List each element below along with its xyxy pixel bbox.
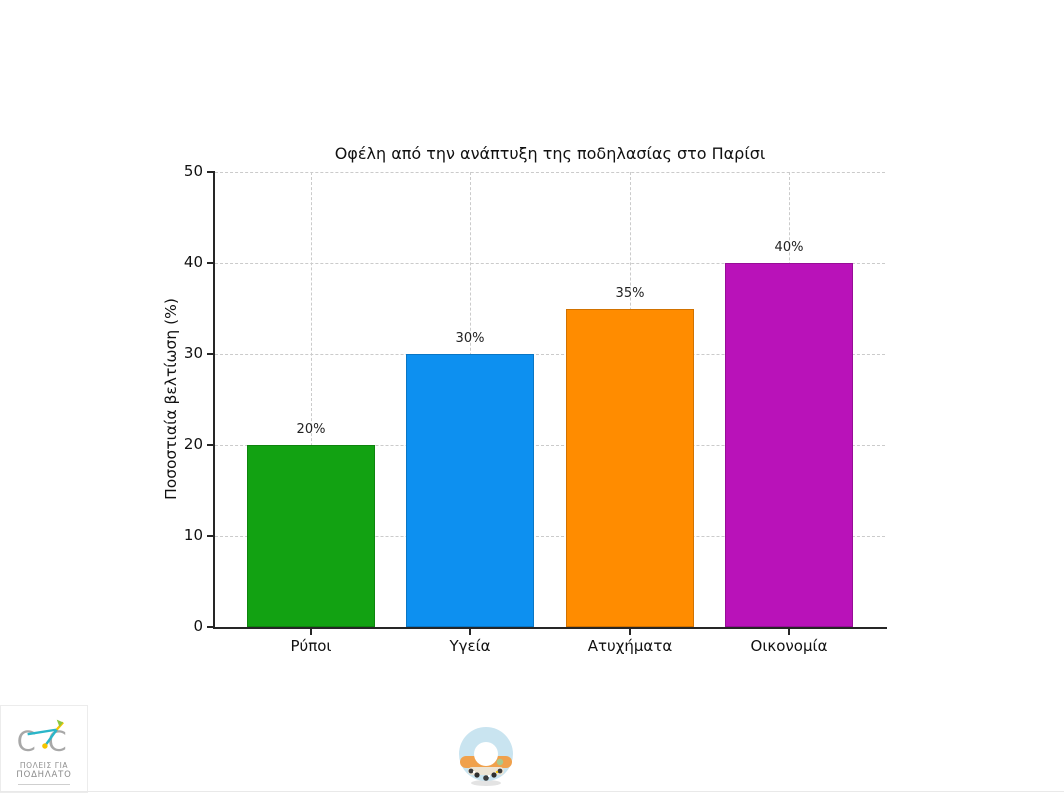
- x-tick-label: Οικονομία: [750, 637, 828, 655]
- logo-tagline-smallprint: [18, 784, 70, 785]
- bar-value-label: 40%: [774, 240, 804, 255]
- v-gridline: [311, 172, 312, 627]
- y-tick-mark: [207, 353, 213, 355]
- svg-text:C: C: [17, 727, 36, 756]
- y-axis-label: Ποσοστιαία βελτίωση (%): [162, 298, 180, 500]
- y-tick-label: 50: [183, 162, 203, 180]
- y-tick-label: 20: [183, 435, 203, 453]
- y-tick-mark: [207, 262, 213, 264]
- x-tick-mark: [469, 629, 471, 635]
- bar-value-label: 35%: [615, 286, 645, 301]
- bar-value-label: 30%: [455, 331, 485, 346]
- bar-value-label: 20%: [296, 422, 326, 437]
- x-tick-label: Ατυχήματα: [587, 637, 673, 655]
- y-tick-mark: [207, 535, 213, 537]
- y-tick-mark: [207, 626, 213, 628]
- page-bottom-divider: [0, 791, 1064, 792]
- y-tick-mark: [207, 171, 213, 173]
- chart-title: Οφέλη από την ανάπτυξη της ποδηλασίας στ…: [334, 144, 766, 163]
- h-gridline: [215, 263, 885, 264]
- logo-text-line1: ΠΟΛΕΙΣ ΓΙΑ: [19, 761, 69, 770]
- bar-2: [406, 354, 534, 627]
- h-gridline: [215, 445, 885, 446]
- y-tick-label: 40: [183, 253, 203, 271]
- x-tick-mark: [788, 629, 790, 635]
- x-tick-label: Ρύποι: [290, 637, 332, 655]
- h-gridline: [215, 172, 885, 173]
- x-tick-mark: [629, 629, 631, 635]
- y-tick-label: 10: [183, 526, 203, 544]
- y-axis-spine: [213, 171, 215, 629]
- x-tick-label: Υγεία: [449, 637, 491, 655]
- y-tick-label: 0: [193, 617, 203, 635]
- bar-1: [247, 445, 375, 627]
- x-axis-spine: [213, 627, 887, 629]
- x-tick-mark: [310, 629, 312, 635]
- y-tick-label: 30: [183, 344, 203, 362]
- logo-text-line2: ΠΟΔΗΛΑΤΟ: [16, 770, 72, 780]
- h-gridline: [215, 354, 885, 355]
- h-gridline: [215, 536, 885, 537]
- bar-3: [566, 309, 694, 627]
- y-tick-mark: [207, 444, 213, 446]
- footer-logo-box: C C ΠΟΛΕΙΣ ΓΙΑ ΠΟΔΗΛΑΤΟ: [0, 705, 88, 793]
- bar-4: [725, 263, 853, 627]
- bicycle-logo-icon: C C: [17, 719, 67, 758]
- ring-emblem-icon: [454, 726, 518, 788]
